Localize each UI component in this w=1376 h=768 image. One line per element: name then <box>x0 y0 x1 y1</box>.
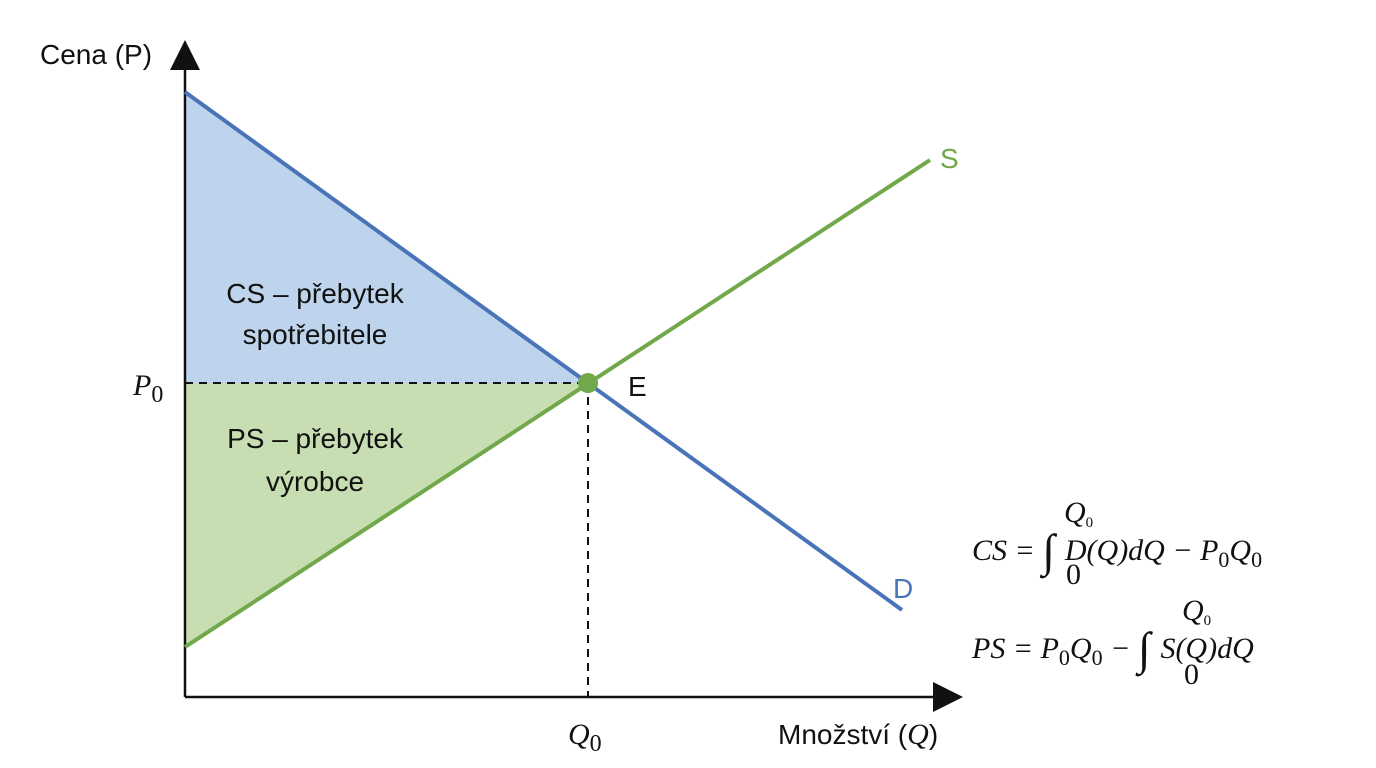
formula-sub: 0 <box>1059 645 1070 670</box>
supply-label: S <box>940 143 959 174</box>
price-label: P0 <box>132 369 163 408</box>
formula-part: Q <box>1064 496 1086 529</box>
price-symbol: P <box>132 369 151 402</box>
formula-part: CS = <box>972 534 1042 567</box>
formula-part: D(Q)dQ − P <box>1064 534 1219 567</box>
formula-part: Q <box>1070 632 1092 665</box>
y-axis-label: Cena (P) <box>40 39 152 70</box>
quantity-subscript: 0 <box>590 731 602 757</box>
x-label-text: Množství ( <box>778 719 908 750</box>
cs-label: spotřebitele <box>243 319 388 350</box>
x-label-symbol: Q <box>907 718 929 751</box>
formula-part: Q <box>1182 594 1204 627</box>
formula-part: S(Q)dQ <box>1160 632 1254 665</box>
formula-part: PS = P <box>971 632 1059 665</box>
formula-sub: 0 <box>1092 645 1103 670</box>
integral-upper: Q0 <box>1064 496 1093 531</box>
integral-lower: 0 <box>1184 658 1199 691</box>
supply-curve <box>183 158 932 649</box>
ps-label: PS – přebytek <box>227 423 404 454</box>
cs-formula: CS = ∫ D(Q)dQ − P0Q0 Q0 0 <box>972 496 1262 591</box>
quantity-label: Q0 <box>568 718 602 757</box>
integral-upper: Q0 <box>1182 594 1211 629</box>
formula-part: − <box>1103 632 1138 665</box>
price-subscript: 0 <box>151 382 163 408</box>
formula-text: PS = P0Q0 − ∫ S(Q)dQ <box>971 623 1254 677</box>
equilibrium-label: E <box>628 371 647 402</box>
formula-sub: 0 <box>1086 515 1094 531</box>
formula-sub: 0 <box>1251 547 1262 572</box>
formula-sub: 0 <box>1204 613 1212 629</box>
x-label-text: ) <box>929 719 938 750</box>
integral-lower: 0 <box>1066 558 1081 591</box>
integral-sign: ∫ <box>1135 623 1153 677</box>
demand-label: D <box>893 573 913 604</box>
cs-label: CS – přebytek <box>226 278 404 309</box>
equilibrium-point <box>578 373 598 393</box>
integral-sign: ∫ <box>1039 525 1057 579</box>
demand-curve <box>183 90 904 612</box>
ps-label: výrobce <box>266 466 364 497</box>
formula-sub: 0 <box>1218 547 1229 572</box>
formula-text: CS = ∫ D(Q)dQ − P0Q0 <box>972 525 1262 579</box>
formula-part: Q <box>1229 534 1251 567</box>
quantity-symbol: Q <box>568 718 590 751</box>
ps-formula: PS = P0Q0 − ∫ S(Q)dQ Q0 0 <box>971 594 1254 691</box>
x-axis-label: Množství (Q) <box>778 718 938 751</box>
